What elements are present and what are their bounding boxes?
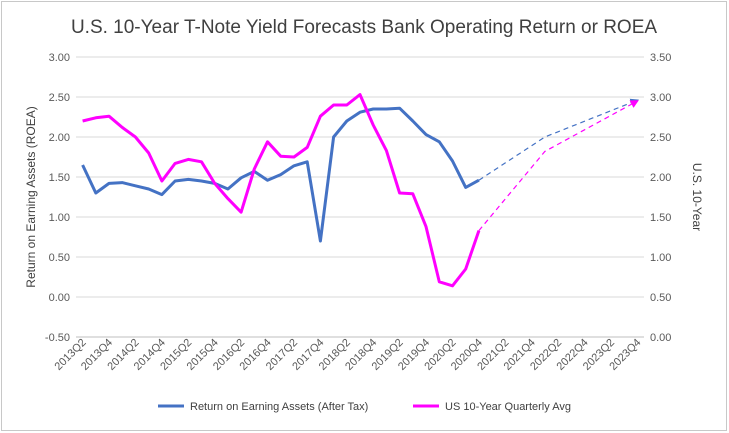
left-tick-label: 0.00: [49, 292, 70, 304]
right-tick-label: 1.50: [650, 212, 671, 224]
left-axis-title: Return on Earning Assets (ROEA): [24, 106, 38, 287]
left-tick-label: 0.50: [49, 252, 70, 264]
legend-label-roea: Return on Earning Assets (After Tax): [190, 401, 368, 413]
right-tick-label: 2.50: [650, 132, 671, 144]
left-tick-label: 2.50: [49, 92, 70, 104]
forecast-line-roea: [478, 98, 639, 181]
series-line-roea: [81, 106, 480, 243]
right-axis-title: U.S. 10-Year: [690, 163, 704, 231]
left-tick-label: 1.50: [49, 172, 70, 184]
right-axis-ticks: 3.50 3.00 2.50 2.00 1.50 1.00 0.50 0.00: [650, 52, 671, 344]
gridlines: [76, 56, 644, 338]
legend-label-10yr: US 10-Year Quarterly Avg: [445, 401, 571, 413]
series-line-treasury: [82, 93, 481, 288]
legend: Return on Earning Assets (After Tax) US …: [158, 401, 571, 413]
left-tick-label: -0.50: [45, 332, 70, 344]
left-tick-label: 1.00: [49, 212, 70, 224]
right-tick-label: 2.00: [650, 172, 671, 184]
series-layer: [81, 93, 639, 288]
left-tick-label: 3.00: [49, 52, 70, 64]
right-tick-label: 0.50: [650, 292, 671, 304]
left-axis-ticks: 3.00 2.50 2.00 1.50 1.00 0.50 0.00 -0.50: [45, 52, 70, 344]
right-tick-label: 1.00: [650, 252, 671, 264]
right-tick-label: 3.50: [650, 52, 671, 64]
chart-title: U.S. 10-Year T-Note Yield Forecasts Bank…: [71, 17, 657, 38]
right-tick-label: 0.00: [650, 332, 671, 344]
right-tick-label: 3.00: [650, 92, 671, 104]
x-axis: 2013Q22013Q42014Q22014Q42015Q22015Q42016…: [53, 336, 644, 373]
forecast-line-treasury: [478, 100, 639, 231]
left-tick-label: 2.00: [49, 132, 70, 144]
